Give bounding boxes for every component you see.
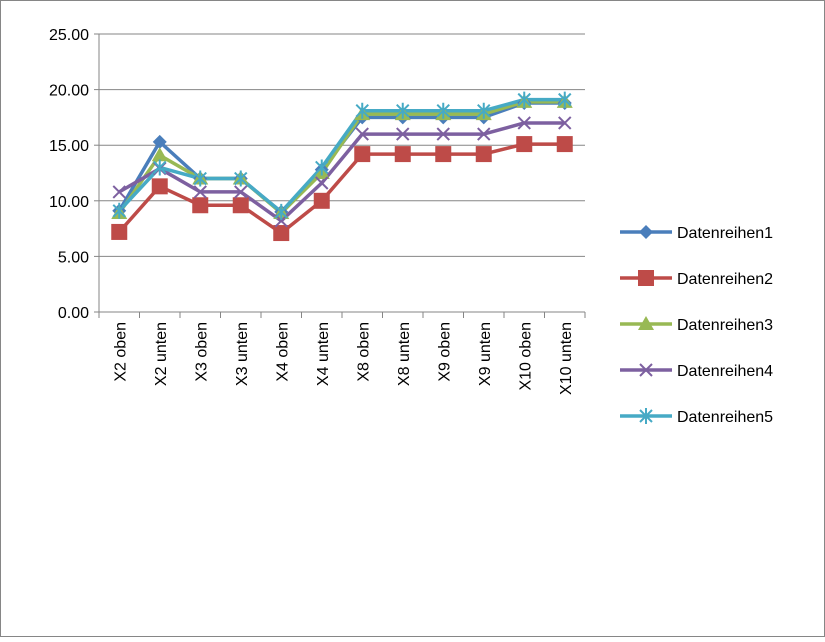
data-point — [477, 102, 491, 119]
data-point — [151, 178, 168, 195]
data-point — [558, 116, 572, 130]
x-tick-label: X10 oben — [517, 322, 534, 391]
legend-marker — [639, 225, 653, 239]
data-point — [396, 127, 410, 141]
legend-label: Datenreihen3 — [677, 317, 773, 334]
y-tick-label: 0.00 — [58, 305, 89, 322]
legend-label: Datenreihen1 — [677, 225, 773, 242]
data-point — [435, 146, 452, 163]
data-point — [153, 159, 167, 176]
data-point — [315, 159, 329, 176]
data-point — [556, 136, 573, 153]
data-point — [517, 116, 531, 130]
x-tick-label: X8 unten — [396, 322, 413, 386]
data-point — [436, 127, 450, 141]
data-point — [234, 185, 248, 199]
data-point — [313, 192, 330, 209]
x-tick-label: X3 unten — [234, 322, 251, 386]
data-point — [354, 146, 371, 163]
x-tick-label: X2 oben — [112, 322, 129, 382]
legend-marker — [639, 408, 653, 424]
x-tick-label: X9 oben — [436, 322, 453, 382]
data-point — [475, 146, 492, 163]
data-point — [112, 185, 126, 199]
x-tick-label: X3 oben — [193, 322, 210, 382]
x-tick-label: X8 oben — [355, 322, 372, 382]
legend-label: Datenreihen4 — [677, 363, 773, 380]
data-point — [193, 170, 207, 187]
y-tick-label: 20.00 — [49, 83, 89, 100]
x-tick-label: X9 unten — [477, 322, 494, 386]
data-point — [436, 102, 450, 119]
data-point — [152, 134, 167, 149]
x-tick-label: X2 unten — [153, 322, 170, 386]
data-point — [558, 91, 572, 108]
data-point — [355, 102, 369, 119]
data-point — [193, 185, 207, 199]
legend-marker — [638, 270, 654, 286]
data-point — [394, 146, 411, 163]
y-tick-label: 25.00 — [49, 27, 89, 44]
data-point — [355, 127, 369, 141]
data-point — [112, 202, 126, 219]
y-tick-label: 5.00 — [58, 249, 89, 266]
y-tick-label: 10.00 — [49, 194, 89, 211]
data-point — [517, 91, 531, 108]
series-line — [117, 100, 565, 215]
data-point — [111, 223, 128, 240]
data-point — [151, 147, 168, 162]
series-line — [117, 97, 565, 214]
x-tick-label: X4 oben — [274, 322, 291, 382]
x-tick-label: X10 unten — [558, 322, 575, 395]
legend-label: Datenreihen5 — [677, 409, 773, 426]
legend-marker — [639, 363, 653, 377]
data-point — [273, 225, 290, 242]
data-point — [274, 203, 288, 220]
legend-label: Datenreihen2 — [677, 271, 773, 288]
legend-marker — [638, 316, 654, 330]
data-point — [477, 127, 491, 141]
data-point — [232, 197, 249, 214]
series-line — [118, 121, 565, 223]
data-point — [516, 136, 533, 153]
x-tick-label: X4 unten — [315, 322, 332, 386]
y-tick-label: 15.00 — [49, 138, 89, 155]
data-point — [315, 176, 329, 190]
data-point — [234, 170, 248, 187]
data-point — [396, 102, 410, 119]
data-point — [192, 197, 209, 214]
